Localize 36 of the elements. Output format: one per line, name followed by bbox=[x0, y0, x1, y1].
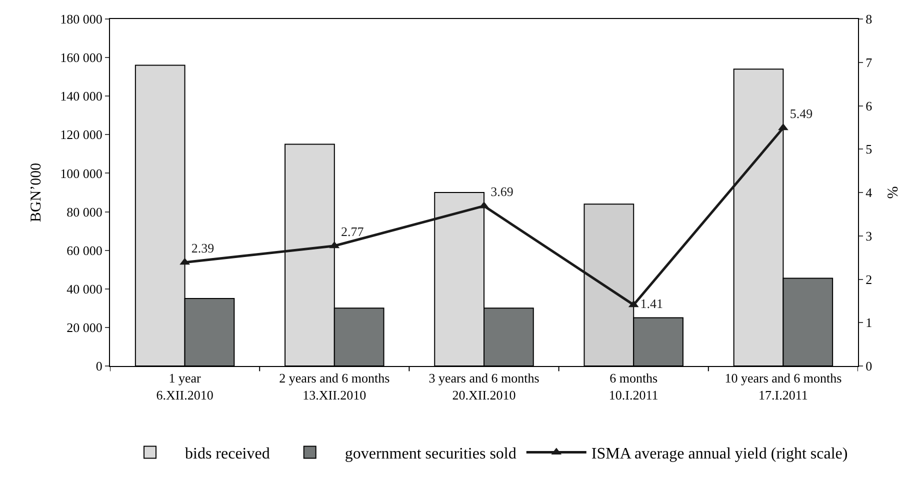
point bbox=[180, 258, 190, 265]
y2-tick-label: 4 bbox=[866, 185, 873, 200]
x-tick-label: 6 months 10.I.2011 bbox=[608, 370, 658, 402]
y-tick-label: 0 bbox=[96, 358, 102, 374]
x-tick-label: 10 years and 6 months 17.I.2011 bbox=[724, 370, 842, 402]
data-label: 3.69 bbox=[490, 184, 514, 200]
y2-tick-label: 7 bbox=[866, 54, 873, 70]
y-tick-label: 100 000 bbox=[60, 166, 102, 181]
data-label: 2.77 bbox=[341, 224, 364, 239]
data-label: 2.39 bbox=[191, 240, 214, 256]
x-tick-label: 1 year 6.XII.2010 bbox=[156, 370, 214, 402]
y2-tick-label: 6 bbox=[866, 98, 873, 114]
legend-label: bids received bbox=[185, 446, 270, 463]
y2-tick-label: 2 bbox=[866, 272, 872, 287]
y-axis-title: BGN’000 bbox=[28, 162, 44, 222]
y-tick-label: 20 000 bbox=[66, 320, 102, 335]
point bbox=[778, 123, 788, 130]
y2-axis-title: % bbox=[886, 186, 902, 199]
data-label: 5.49 bbox=[790, 106, 813, 121]
legend-label: ISMA average annual yield (right scale) bbox=[591, 446, 848, 463]
y2-tick-label: 8 bbox=[866, 12, 872, 27]
y2-tick-label: 1 bbox=[866, 315, 872, 330]
y-tick-label: 180 000 bbox=[60, 12, 102, 27]
x-tick-label: 2 years and 6 months 13.XII.2010 bbox=[279, 370, 390, 402]
y-tick-label: 120 000 bbox=[60, 127, 102, 142]
y2-tick-label: 5 bbox=[866, 142, 872, 157]
y-tick-label: 40 000 bbox=[66, 281, 102, 296]
y2-tick-label: 3 bbox=[866, 228, 872, 244]
y-tick-label: 80 000 bbox=[66, 204, 102, 220]
legend-label: government securities sold bbox=[344, 446, 516, 463]
data-label: 1.41 bbox=[640, 296, 663, 312]
y-tick-label: 60 000 bbox=[66, 242, 102, 258]
x-tick-label: 3 years and 6 months 20.XII.2010 bbox=[428, 370, 540, 402]
y-tick-label: 140 000 bbox=[60, 88, 102, 104]
y2-tick-label: 0 bbox=[866, 358, 872, 374]
y-tick-label: 160 000 bbox=[60, 50, 102, 66]
